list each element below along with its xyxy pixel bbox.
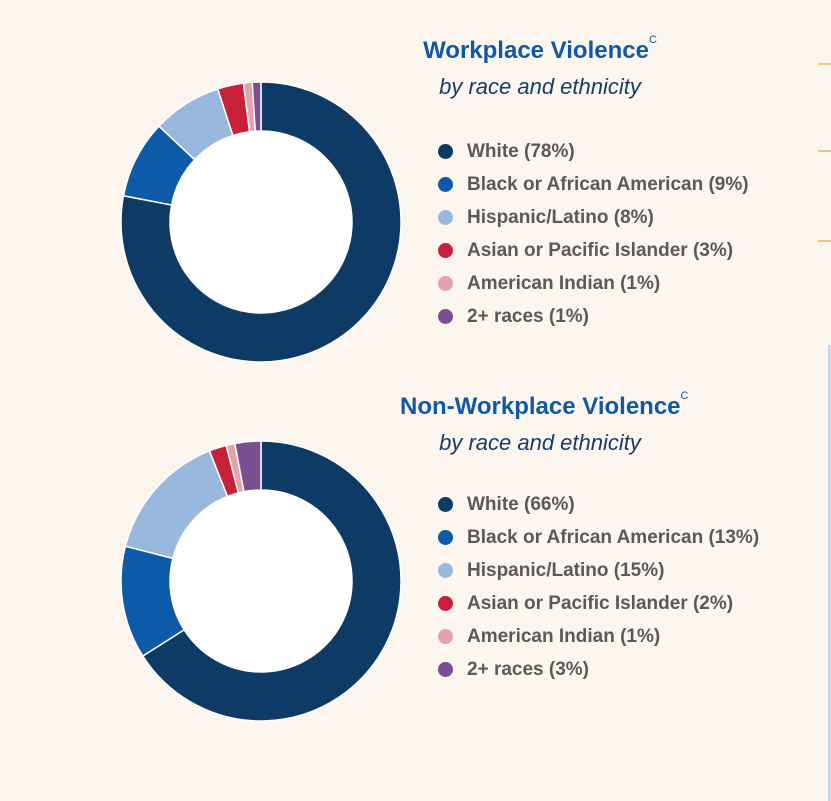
donut-slice-white <box>141 440 402 722</box>
legend-item-white: White (78%) <box>438 135 749 168</box>
legend-swatch <box>438 177 453 192</box>
legend-swatch <box>438 596 453 611</box>
decorative-rule <box>818 63 831 65</box>
legend-label: White (78%) <box>467 140 575 162</box>
chart-title: Workplace ViolenceC <box>400 34 680 65</box>
non-workplace-violence-chart: Non-Workplace ViolenceC by race and ethn… <box>0 360 831 730</box>
chart-title: Non-Workplace ViolenceC <box>400 390 688 421</box>
legend-swatch <box>438 662 453 677</box>
legend-label: Hispanic/Latino (15%) <box>467 559 665 581</box>
legend-label: American Indian (1%) <box>467 625 661 647</box>
legend-item-asian-or-pacific-islander: Asian or Pacific Islander (3%) <box>438 234 749 267</box>
legend-item-black-or-african-american: Black or African American (13%) <box>438 521 759 554</box>
legend-swatch <box>438 144 453 159</box>
chart-title-text: Workplace Violence <box>423 37 649 64</box>
legend-item-american-indian: American Indian (1%) <box>438 620 759 653</box>
donut-chart <box>120 440 402 722</box>
legend-item-black-or-african-american: Black or African American (9%) <box>438 168 749 201</box>
chart-title-text: Non-Workplace Violence <box>400 393 681 420</box>
legend-swatch <box>438 497 453 512</box>
donut-slice-two-plus-races <box>233 440 262 493</box>
decorative-rule <box>818 240 831 242</box>
chart-legend: White (66%) Black or African American (13… <box>438 488 759 686</box>
legend-item-two-plus-races: 2+ races (3%) <box>438 653 759 686</box>
donut-hole <box>170 131 352 313</box>
legend-label: Hispanic/Latino (8%) <box>467 206 654 228</box>
workplace-violence-chart: Workplace ViolenceC by race and ethnicit… <box>0 0 831 370</box>
donut-slice-white <box>120 81 402 363</box>
legend-swatch <box>438 563 453 578</box>
legend-label: 2+ races (3%) <box>467 658 589 680</box>
legend-swatch <box>438 530 453 545</box>
legend-label: Asian or Pacific Islander (3%) <box>467 239 734 261</box>
legend-swatch <box>438 276 453 291</box>
decorative-rule <box>828 345 831 801</box>
legend-item-asian-or-pacific-islander: Asian or Pacific Islander (2%) <box>438 587 759 620</box>
chart-subtitle: by race and ethnicity <box>439 74 641 99</box>
legend-swatch <box>438 629 453 644</box>
legend-label: American Indian (1%) <box>467 272 661 294</box>
legend-item-white: White (66%) <box>438 488 759 521</box>
legend-label: White (66%) <box>467 493 575 515</box>
chart-subtitle: by race and ethnicity <box>439 430 641 455</box>
legend-swatch <box>438 210 453 225</box>
legend-label: Black or African American (9%) <box>467 173 749 195</box>
title-superscript: C <box>680 390 689 402</box>
legend-label: Asian or Pacific Islander (2%) <box>467 592 734 614</box>
legend-item-hispanic-latino: Hispanic/Latino (15%) <box>438 554 759 587</box>
donut-hole <box>170 490 352 672</box>
donut-chart <box>120 81 402 363</box>
decorative-rule <box>818 150 831 152</box>
legend-item-american-indian: American Indian (1%) <box>438 267 749 300</box>
legend-swatch <box>438 243 453 258</box>
title-superscript: C <box>648 34 657 46</box>
donut-slice-two-plus-races <box>251 81 262 132</box>
legend-item-two-plus-races: 2+ races (1%) <box>438 300 749 333</box>
legend-label: 2+ races (1%) <box>467 305 589 327</box>
legend-label: Black or African American (13%) <box>467 526 760 548</box>
legend-swatch <box>438 309 453 324</box>
legend-item-hispanic-latino: Hispanic/Latino (8%) <box>438 201 749 234</box>
chart-legend: White (78%) Black or African American (9%… <box>438 135 749 333</box>
